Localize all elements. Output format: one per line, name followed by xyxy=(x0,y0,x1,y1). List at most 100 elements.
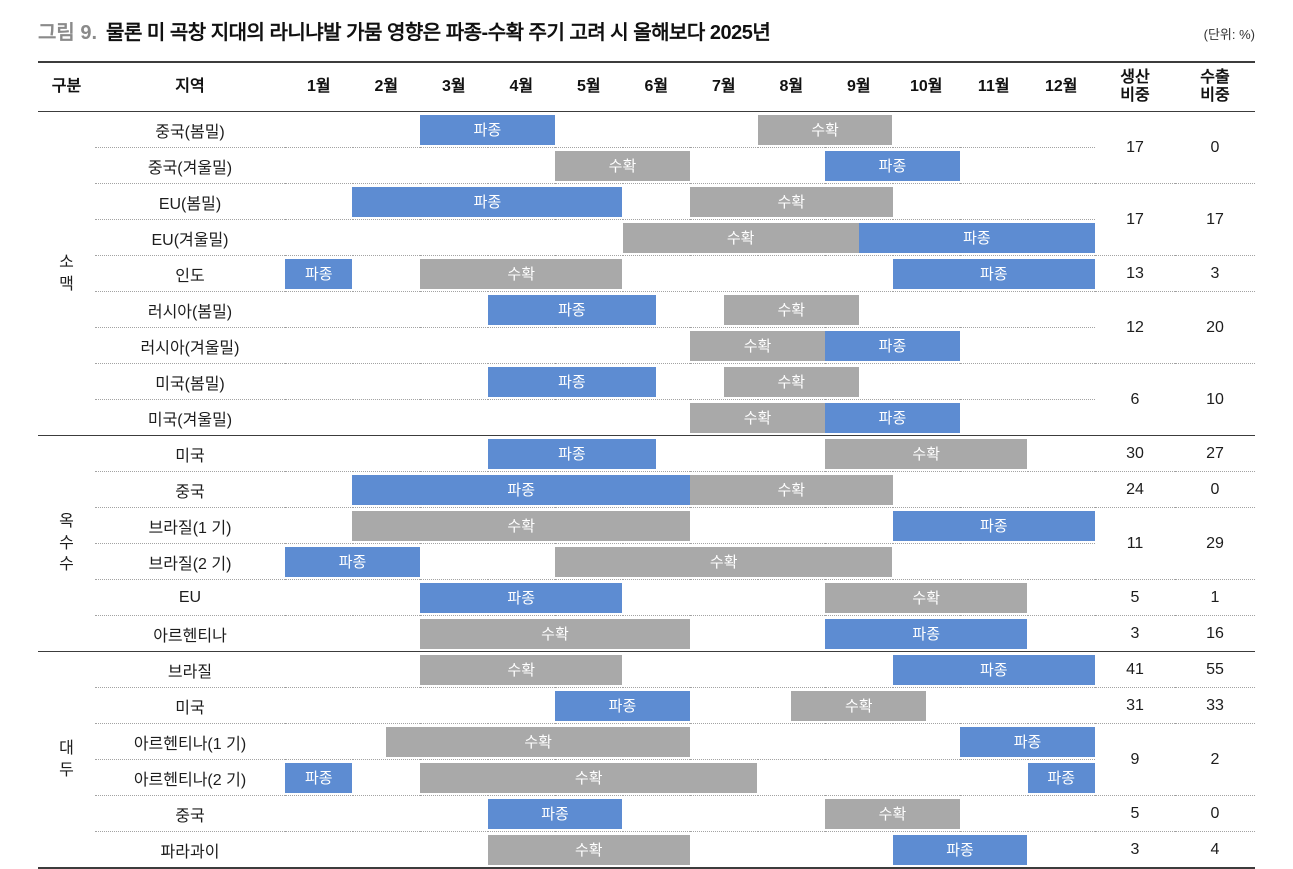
gantt-track: 파종 수확 xyxy=(285,364,1095,399)
crop-row: 브라질(1 기) 수확 파종 11 29 xyxy=(38,507,1255,580)
gantt-cell: 파종 수확 xyxy=(285,579,1095,616)
col-header-month-10: 10월 xyxy=(892,62,960,112)
crop-row: 러시아(봄밀) 파종 수확 12 20 xyxy=(38,291,1255,364)
export-value: 17 xyxy=(1175,183,1255,256)
gantt-cell: 수확 파종 xyxy=(285,651,1095,688)
crop-calendar-table: 구분 지역 1월 2월 3월 4월 5월 6월 7월 8월 9월 10월 11월 12월 생산 비중 수출 비… xyxy=(38,61,1255,869)
gantt-track: 수확 파종 xyxy=(285,652,1095,687)
group-cell: 옥 수 수 xyxy=(38,435,95,652)
region-label: 파라과이 xyxy=(95,831,285,868)
production-value: 13 xyxy=(1095,255,1175,292)
harvest-bar: 수확 xyxy=(824,438,1028,469)
planting-bar: 파종 xyxy=(892,654,1095,685)
group-cell: 소 맥 xyxy=(38,111,95,436)
gantt-cell: 수확 파종 xyxy=(285,831,1095,868)
crop-row: 미국(봄밀) 파종 수확 6 10 xyxy=(38,363,1255,436)
figure-number: 그림 9. xyxy=(38,22,98,44)
harvest-bar: 수확 xyxy=(723,294,859,325)
region-label: 러시아(겨울밀) xyxy=(95,327,285,364)
planting-bar: 파종 xyxy=(285,546,420,577)
harvest-bar: 수확 xyxy=(824,582,1028,613)
gantt-track: 수확 파종 xyxy=(285,616,1095,651)
harvest-bar: 수확 xyxy=(554,546,893,577)
production-value: 12 xyxy=(1095,291,1175,364)
crop-row: 아르헨티나 수확 파종 3 16 xyxy=(38,615,1255,652)
crop-row: 옥 수 수 미국 파종 수확 30 27 xyxy=(38,435,1255,652)
harvest-bar: 수확 xyxy=(386,726,690,757)
gantt-cell: 수확 파종 xyxy=(285,219,1095,256)
planting-bar: 파종 xyxy=(352,474,690,505)
col-header-month-11: 11월 xyxy=(960,62,1028,112)
export-value: 29 xyxy=(1175,507,1255,580)
production-value: 41 xyxy=(1095,651,1175,688)
harvest-bar: 수확 xyxy=(690,474,893,505)
region-label: 아르헨티나(1 기) xyxy=(95,723,285,760)
export-value: 1 xyxy=(1175,579,1255,616)
planting-bar: 파종 xyxy=(554,690,690,721)
harvest-bar: 수확 xyxy=(554,150,690,181)
crop-row: 인도 파종 수확 파종 13 3 xyxy=(38,255,1255,292)
region-label: 미국 xyxy=(95,687,285,724)
planting-bar: 파종 xyxy=(487,438,657,469)
group-label: 옥 수 수 xyxy=(59,513,74,574)
crop-row: 중국 파종 수확 24 0 xyxy=(38,471,1255,508)
col-header-export: 수출 비중 xyxy=(1175,62,1255,112)
planting-bar: 파종 xyxy=(824,618,1028,649)
export-value: 10 xyxy=(1175,363,1255,436)
harvest-bar: 수확 xyxy=(723,366,859,397)
production-value: 17 xyxy=(1095,111,1175,184)
export-value: 0 xyxy=(1175,471,1255,508)
region-label: 중국 xyxy=(95,795,285,832)
region-label: 브라질(2 기) xyxy=(95,543,285,580)
gantt-track: 수확 파종 xyxy=(285,832,1095,867)
col-header-region: 지역 xyxy=(95,62,285,112)
col-header-month-12: 12월 xyxy=(1027,62,1095,112)
region-label: 미국 xyxy=(95,435,285,472)
col-header-production: 생산 비중 xyxy=(1095,62,1175,112)
planting-bar: 파종 xyxy=(960,726,1095,757)
region-label: 브라질 xyxy=(95,651,285,688)
planting-bar: 파종 xyxy=(419,582,623,613)
region-label: 미국(봄밀) xyxy=(95,363,285,400)
col-header-month-7: 7월 xyxy=(690,62,758,112)
harvest-bar: 수확 xyxy=(622,222,859,253)
region-label: 인도 xyxy=(95,255,285,292)
col-header-month-2: 2월 xyxy=(352,62,420,112)
col-header-month-9: 9월 xyxy=(825,62,893,112)
gantt-cell: 수확 파종 xyxy=(285,399,1095,436)
group-label: 소 맥 xyxy=(59,253,74,293)
production-value: 17 xyxy=(1095,183,1175,256)
group-cell: 대 두 xyxy=(38,651,95,868)
gantt-track: 파종 수확 xyxy=(285,184,1095,219)
region-label: 러시아(봄밀) xyxy=(95,291,285,328)
planting-bar: 파종 xyxy=(892,834,1028,865)
planting-bar: 파종 xyxy=(858,222,1095,253)
export-value: 0 xyxy=(1175,795,1255,832)
planting-bar: 파종 xyxy=(824,330,960,361)
table-body: 소 맥 중국(봄밀) 파종 수확 17 0 중국(겨울밀) 수확 파종 EU(봄밀) 파종 수확 17 1… xyxy=(38,111,1255,868)
harvest-bar: 수확 xyxy=(352,510,690,541)
region-label: EU xyxy=(95,579,285,616)
harvest-bar: 수확 xyxy=(419,654,623,685)
gantt-cell: 수확 파종 xyxy=(285,507,1095,544)
export-value: 3 xyxy=(1175,255,1255,292)
crop-row: 소 맥 중국(봄밀) 파종 수확 17 0 xyxy=(38,111,1255,436)
gantt-cell: 파종 수확 xyxy=(285,363,1095,400)
gantt-track: 파종 수확 xyxy=(285,688,1095,723)
harvest-bar: 수확 xyxy=(757,114,893,145)
unit-note: (단위: %) xyxy=(1203,27,1255,42)
gantt-cell: 파종 수확 xyxy=(285,435,1095,472)
harvest-bar: 수확 xyxy=(419,618,690,649)
gantt-track: 수확 파종 xyxy=(285,148,1095,183)
production-value: 9 xyxy=(1095,723,1175,796)
planting-bar: 파종 xyxy=(487,294,657,325)
export-value: 27 xyxy=(1175,435,1255,472)
crop-row: 아르헨티나(1 기) 수확 파종 9 2 xyxy=(38,723,1255,796)
harvest-bar: 수확 xyxy=(690,402,825,433)
planting-bar: 파종 xyxy=(285,762,353,793)
harvest-bar: 수확 xyxy=(419,762,758,793)
gantt-track: 수확 파종 xyxy=(285,508,1095,543)
planting-bar: 파종 xyxy=(824,150,960,181)
crop-row: EU(봄밀) 파종 수확 17 17 xyxy=(38,183,1255,256)
